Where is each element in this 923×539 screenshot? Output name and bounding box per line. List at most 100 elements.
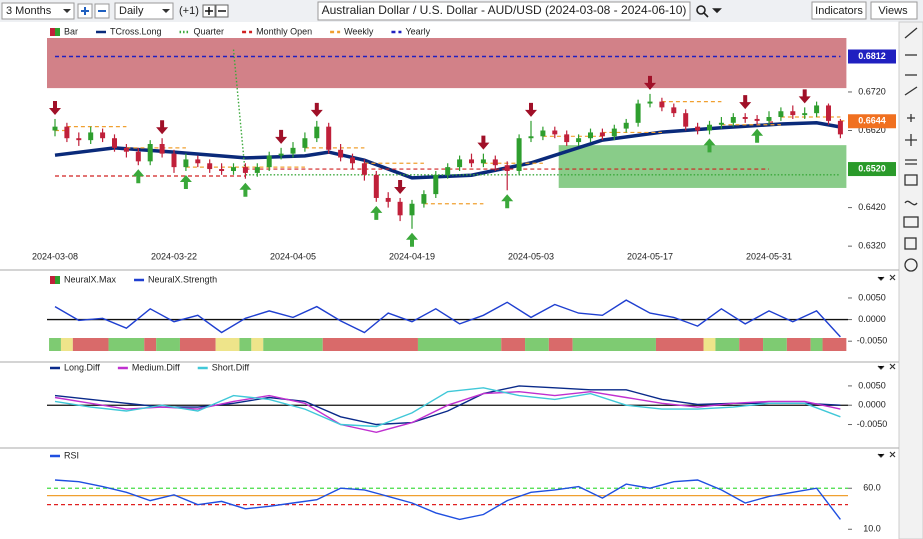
legend-label: Yearly (405, 26, 430, 36)
bar-body (373, 174, 379, 198)
legend-label: Weekly (344, 26, 374, 36)
series-line (54, 390, 841, 434)
bar-body (52, 126, 58, 131)
bar-body (445, 167, 451, 175)
bar-body (231, 167, 236, 171)
y-tick-label: -0.0050 (857, 419, 888, 429)
views-button[interactable] (870, 1, 918, 20)
y-tick-label: 60.0 (863, 483, 881, 493)
dropdown-icon (162, 9, 170, 13)
bar-body (540, 130, 546, 137)
bar-body (64, 126, 70, 139)
sell-arrow (49, 100, 61, 115)
tool-icons[interactable] (903, 27, 919, 272)
y-tick-label: 0.0000 (858, 400, 886, 410)
bar-body (207, 163, 213, 170)
buy-arrow (179, 174, 192, 189)
bar-body (171, 153, 177, 168)
neuralx-max-run (822, 338, 847, 351)
symbol-title: Australian Dollar / U.S. Dollar - AUD/US… (322, 3, 687, 17)
bar-body (695, 126, 701, 131)
bar-body (802, 113, 808, 116)
y-tick-label: 0.0050 (858, 380, 886, 390)
drawing-toolbar (898, 21, 923, 539)
series-line (54, 479, 841, 521)
offset-text: (+1) (179, 5, 199, 17)
price-label: 0.6644 (858, 116, 886, 126)
bar-body (707, 124, 712, 131)
symbol-box[interactable] (317, 1, 691, 21)
neuralx-max-run (572, 338, 656, 351)
zone (558, 145, 847, 188)
indicators-button[interactable] (811, 1, 867, 20)
search-dropdown (703, 8, 722, 18)
legend-label: Quarter (194, 26, 225, 36)
neuralx-max-run (251, 338, 264, 351)
bar-body (504, 165, 510, 171)
bar-body (683, 113, 689, 127)
price-label-box (848, 162, 896, 177)
bar-body (409, 203, 415, 216)
neuralx-max-run (786, 338, 811, 351)
sell-arrow (525, 102, 537, 117)
bar-body (790, 111, 796, 116)
y-tick-label: 0.6320 (858, 241, 886, 251)
views-text: Views (878, 5, 908, 17)
range-text: 3 Months (6, 5, 52, 17)
neuralx-max-run (715, 338, 740, 351)
x-tick-label: 2024-05-03 (508, 251, 554, 261)
bar-body (552, 130, 558, 135)
neuralx-max-run (655, 338, 704, 351)
neuralx-max-run (739, 338, 764, 351)
legend-label: Bar (64, 26, 78, 36)
bar-body (326, 126, 332, 150)
bar-body (350, 157, 355, 164)
search-icon[interactable] (696, 5, 706, 15)
bar-body (135, 151, 141, 162)
bar-body (576, 138, 582, 143)
pane-controls[interactable] (877, 274, 896, 458)
neuralx-max-run (144, 338, 157, 351)
y-tick-label: 0.0050 (858, 292, 886, 302)
x-tick-label: 2024-03-08 (32, 251, 78, 261)
interval-select[interactable] (114, 2, 174, 20)
bar-body (433, 174, 439, 195)
bar-body (302, 138, 308, 148)
neuralx-max-run (417, 338, 502, 351)
legend-label: RSI (64, 450, 79, 460)
y-tick-label: 10.0 (863, 524, 881, 534)
legend-label: NeuralX.Max (64, 274, 117, 284)
bar-body (254, 167, 260, 173)
bar-body (76, 138, 82, 141)
sell-arrow (310, 102, 323, 117)
neuralx-max-run (239, 338, 252, 351)
range-select[interactable] (1, 2, 75, 20)
bar-body (611, 128, 617, 137)
bar-body (457, 159, 463, 168)
neuralx-max-run (72, 338, 109, 351)
legend-swatch (55, 276, 60, 284)
neuralx-max-run (49, 338, 61, 351)
buy-arrow (751, 128, 764, 143)
neuralx-max-run (548, 338, 573, 351)
bar-body (278, 153, 284, 156)
bar-body (766, 117, 772, 121)
neuralx-max-run (156, 338, 180, 351)
legend-label: NeuralX.Strength (148, 274, 217, 284)
series-line (54, 299, 841, 338)
buy-arrow (406, 232, 418, 247)
bar-body (266, 155, 272, 168)
sell-arrow (394, 179, 407, 194)
bar-body (100, 132, 106, 139)
buy-arrow (370, 205, 383, 220)
legend-label: Long.Diff (64, 362, 100, 372)
zone (47, 38, 847, 89)
bar-body (385, 197, 391, 202)
price-label-box (848, 49, 896, 64)
neuralx-max-run (60, 338, 73, 351)
bar-body (147, 144, 153, 162)
y-tick-label: 0.6720 (858, 86, 886, 96)
bar-body (754, 118, 760, 121)
price-label: 0.6520 (858, 163, 886, 173)
